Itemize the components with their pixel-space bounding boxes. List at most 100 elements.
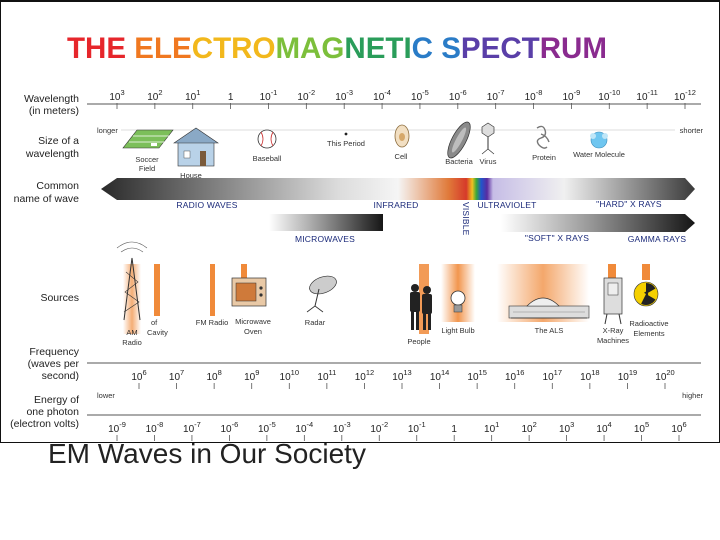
radio-waves-label: RADIO WAVES [176, 200, 237, 210]
wavelength-tick-label: 1 [228, 92, 234, 103]
frequency-tick-label: 1020 [655, 368, 674, 383]
size-label: Cell [395, 152, 408, 161]
slide-caption: EM Waves in Our Society [48, 438, 366, 469]
size-label: Baseball [253, 154, 282, 163]
source-label: Light Bulb [441, 326, 474, 335]
row-label-line: Sources [40, 292, 79, 304]
row-label-line: (waves per [28, 358, 80, 370]
frequency-tick-label: 106 [131, 368, 146, 383]
frequency-tick-label: 108 [206, 368, 221, 383]
energy-tick-label: 104 [596, 420, 611, 435]
wavelength-tick-label: 10-4 [373, 88, 391, 103]
size-label: Bacteria [445, 157, 473, 166]
radio-tower-icon [116, 241, 148, 334]
frequency-tick-label: 1012 [355, 368, 374, 383]
radar-dish-icon [306, 275, 337, 313]
size-label: Virus [480, 157, 497, 166]
title-text: THE ELECTROMAGNETIC SPECTRUM [67, 32, 607, 65]
energy-tick-label: 10-3 [333, 420, 351, 435]
soccer-field-icon [122, 129, 174, 149]
wavelength-tick-label: 101 [185, 88, 200, 103]
hard-xrays-label: "HARD" X RAYS [596, 199, 662, 209]
energy-tick-label: 10-6 [221, 420, 239, 435]
virus-icon [481, 122, 495, 155]
size-label: Soccer [135, 155, 159, 164]
source-label: AM [126, 328, 137, 337]
frequency-tick-label: 1018 [580, 368, 599, 383]
row-label-line: Frequency [29, 346, 79, 358]
energy-tick-label: 106 [671, 420, 686, 435]
spectrum-panel: THE ELECTROMAGNETIC SPECTRUM Wavelength … [0, 0, 720, 443]
row-label-sources: Sources [40, 292, 79, 304]
source-label: FM Radio [196, 318, 229, 327]
infrared-label: INFRARED [373, 200, 418, 210]
row-label-line: one photon [26, 406, 79, 418]
row-label-line: Energy of [34, 394, 79, 406]
source-label: People [407, 337, 430, 346]
wavelength-tick-label: 10-11 [636, 88, 657, 103]
energy-tick-label: 10-1 [408, 420, 426, 435]
frequency-tick-label: 107 [169, 368, 184, 383]
source-prefix: of [151, 318, 158, 327]
size-label: Field [139, 164, 155, 173]
x-ray-machine-icon [603, 264, 623, 325]
diagram-title: THE ELECTROMAGNETIC SPECTRUM [67, 32, 607, 65]
wavelength-tick-label: 10-8 [525, 88, 543, 103]
source-label: Machines [597, 336, 629, 345]
row-label-line: wavelength [25, 148, 79, 160]
gamma-rays-label: GAMMA RAYS [628, 234, 687, 244]
frequency-tick-label: 1010 [280, 368, 299, 383]
people-icon [410, 264, 432, 334]
energy-tick-label: 10-5 [258, 420, 276, 435]
energy-ticks: 10-9 10-8 10-7 10-6 10-5 10-4 10-3 10-2 10-1 1 101… [108, 420, 687, 441]
wavelength-tick-label: 10-3 [335, 88, 353, 103]
energy-tick-label: 10-7 [183, 420, 201, 435]
row-label-line: name of wave [14, 193, 80, 205]
cavity-icon [154, 264, 160, 316]
protein-icon [536, 125, 550, 149]
period-icon [344, 132, 348, 136]
soft-xrays-label: "SOFT" X RAYS [525, 233, 589, 243]
wavelength-tick-label: 10-12 [674, 88, 696, 103]
water-molecule-icon [590, 131, 608, 149]
row-label-line: (electron volts) [10, 418, 79, 430]
source-label: Radio [122, 338, 142, 347]
energy-tick-label: 101 [484, 420, 499, 435]
wavelength-tick-label: 10-9 [563, 88, 581, 103]
source-label: Oven [244, 327, 262, 336]
wavelength-tick-label: 10-10 [598, 88, 620, 103]
row-label-frequency: Frequency (waves per second) [28, 346, 80, 382]
bacteria-icon [447, 121, 471, 159]
longer-label: longer [97, 126, 118, 135]
wavelength-tick-label: 10-6 [449, 88, 467, 103]
frequency-tick-label: 1011 [317, 368, 336, 383]
source-label: Radioactive [629, 319, 668, 328]
size-label: This Period [327, 139, 365, 148]
source-label: Radar [305, 318, 326, 327]
frequency-tick-label: 1014 [430, 368, 449, 383]
row-label-common: Common name of wave [14, 180, 80, 205]
energy-tick-label: 10-9 [108, 420, 126, 435]
energy-tick-label: 10-4 [295, 420, 313, 435]
source-label: Elements [633, 329, 665, 338]
house-icon [173, 127, 219, 167]
wavelength-ticks: 103 102 101 1 10-1 10-2 10-3 10-4 10-5 10-6 10-7 10… [109, 88, 696, 109]
row-label-energy: Energy of one photon (electron volts) [10, 394, 79, 430]
row-label-size: Size of a wavelength [25, 135, 79, 160]
wavelength-tick-label: 102 [147, 88, 162, 103]
microwaves-label: MICROWAVES [295, 234, 355, 244]
fm-radio-icon [210, 264, 215, 316]
ultraviolet-label: ULTRAVIOLET [477, 200, 536, 210]
source-label: The ALS [535, 326, 564, 335]
size-icons: Soccer Field House Baseball This Period … [122, 121, 625, 180]
frequency-tick-label: 1019 [618, 368, 637, 383]
row-label-line: (in meters) [29, 105, 79, 117]
als-building-icon [497, 264, 590, 322]
higher-label: higher [682, 391, 703, 400]
lower-label: lower [97, 391, 115, 400]
xray-gamma-band [501, 214, 695, 232]
shorter-label: shorter [680, 126, 704, 135]
row-label-line: Common [36, 180, 79, 192]
frequency-tick-label: 109 [244, 368, 259, 383]
row-label-line: second) [42, 370, 79, 382]
